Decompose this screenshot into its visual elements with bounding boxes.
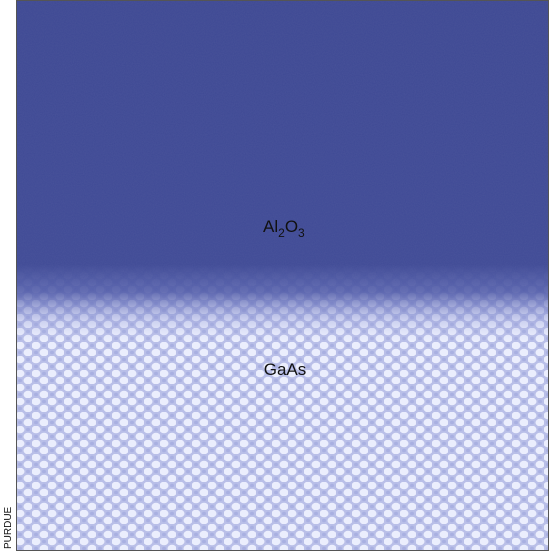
photo-credit: PURDUE (3, 506, 14, 549)
label-subscript: 3 (298, 226, 305, 240)
label-part: Al (263, 217, 278, 236)
label-part: O (285, 217, 298, 236)
figure: Al2O3 GaAs PURDUE (0, 0, 549, 551)
micrograph (16, 0, 549, 551)
bottom-label: GaAs (264, 360, 307, 379)
